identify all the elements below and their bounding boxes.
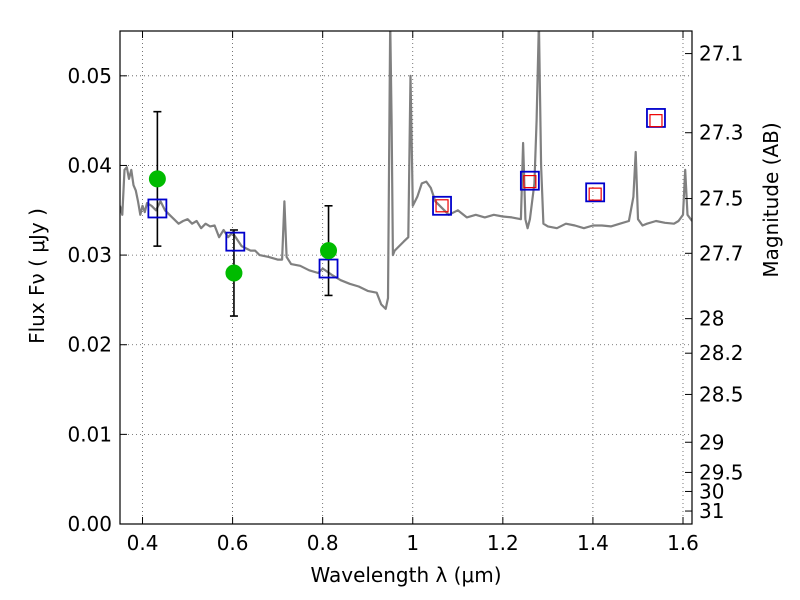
y2-tick-label: 30 (699, 479, 724, 503)
model-band-square-marker (649, 114, 663, 128)
synthetic-square-marker (585, 182, 606, 203)
y-axis-ticks: 0.00 0.01 0.02 0.03 0.04 0.05 (67, 64, 127, 536)
y2-tick-label: 29.5 (699, 460, 744, 484)
synthetic-square-marker (147, 198, 168, 219)
x-axis-title: Wavelength λ (μm) (310, 563, 501, 587)
y2-tick-label: 27.7 (699, 241, 744, 265)
x-tick-label: 1.2 (487, 531, 519, 555)
y2-tick-label: 31 (699, 499, 724, 523)
y2-tick-label: 28 (699, 307, 724, 331)
synthetic-square-marker (519, 170, 540, 191)
observed-point (225, 264, 243, 282)
synthetic-square-marker (432, 195, 452, 216)
x-axis-ticks: 0.4 0.6 0.8 1 1.2 1.4 1.6 (127, 31, 699, 555)
x-tick-label: 1.4 (577, 531, 609, 555)
y2-tick-label: 29 (699, 430, 724, 454)
y2-tick-label: 27.1 (699, 42, 744, 66)
y-axis-title: Flux Fν ( μJy ) (25, 208, 49, 344)
model-band-square-marker (523, 174, 537, 189)
model-band-square-marker (588, 187, 602, 201)
x-tick-label: 1 (406, 531, 419, 555)
observed-point (320, 242, 338, 260)
y2-tick-label: 27.3 (699, 121, 744, 145)
model-spectrum-line (120, 31, 692, 310)
y-tick-label: 0.02 (67, 333, 112, 357)
x-tick-label: 1.6 (667, 531, 699, 555)
axes-frame (119, 30, 693, 525)
x-tick-label: 0.4 (127, 531, 159, 555)
y-tick-label: 0.04 (67, 153, 112, 177)
observed-point (148, 170, 166, 188)
synthetic-square-marker (318, 258, 339, 279)
y2-axis-title: Magnitude (AB) (759, 122, 783, 277)
model-band-square-marker (435, 199, 449, 213)
y2-tick-label: 28.5 (699, 382, 744, 406)
y2-tick-label: 27.5 (699, 187, 744, 211)
x-tick-label: 0.8 (307, 531, 339, 555)
y-tick-label: 0.03 (67, 243, 112, 267)
y-tick-label: 0.00 (67, 512, 112, 536)
y-tick-label: 0.05 (67, 64, 112, 88)
y-tick-label: 0.01 (67, 422, 112, 446)
x-tick-label: 0.6 (217, 531, 249, 555)
plot-area (120, 31, 692, 317)
synthetic-square-marker (225, 231, 246, 252)
y2-tick-label: 28.2 (699, 341, 744, 365)
